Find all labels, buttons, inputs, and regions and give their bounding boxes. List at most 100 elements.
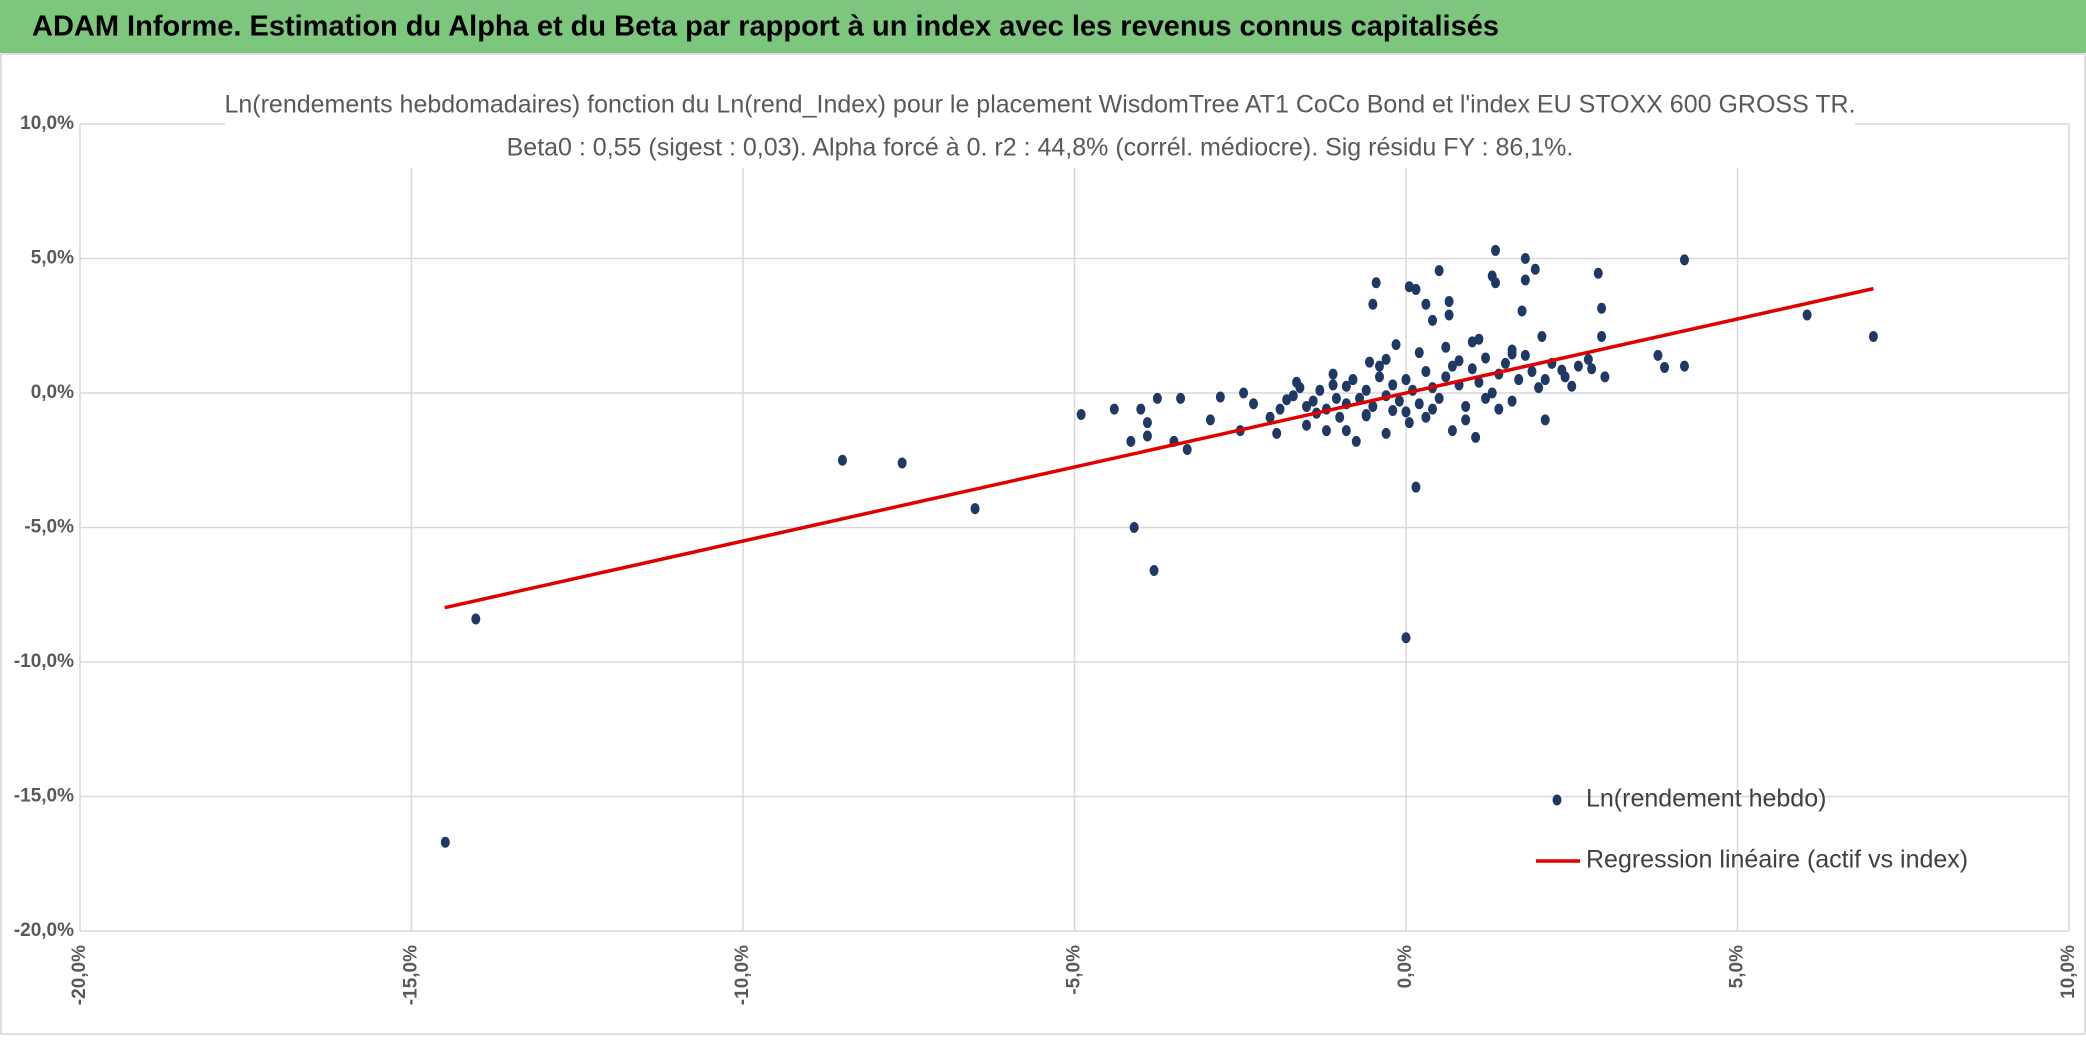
data-point xyxy=(1520,349,1530,361)
data-point xyxy=(1653,349,1663,361)
data-point xyxy=(1302,419,1312,431)
data-point xyxy=(1507,395,1517,407)
data-point xyxy=(1567,380,1577,392)
data-point xyxy=(1368,298,1378,310)
data-point xyxy=(1388,404,1398,416)
data-point xyxy=(1142,430,1152,442)
data-point xyxy=(1341,425,1351,437)
data-point xyxy=(1583,353,1593,365)
y-tick-label: 10,0% xyxy=(20,113,74,134)
data-point xyxy=(1441,341,1451,353)
data-point xyxy=(837,454,847,466)
data-point xyxy=(1381,427,1391,439)
data-point xyxy=(1401,406,1411,418)
data-point xyxy=(1434,392,1444,404)
y-tick-label: -5,0% xyxy=(24,517,74,538)
data-point xyxy=(1491,277,1501,289)
data-point xyxy=(1540,374,1550,386)
data-point xyxy=(1411,283,1421,295)
data-point xyxy=(1335,411,1345,423)
data-point xyxy=(1428,314,1438,326)
y-tick-label: 0,0% xyxy=(31,382,74,403)
data-point xyxy=(1471,431,1481,443)
header-bar xyxy=(0,0,2086,53)
y-tick-label: -10,0% xyxy=(14,651,74,672)
data-point xyxy=(1282,394,1292,406)
data-point xyxy=(1461,400,1471,412)
data-point xyxy=(1421,298,1431,310)
data-point xyxy=(1368,400,1378,412)
data-point xyxy=(1249,398,1259,410)
data-point xyxy=(1149,565,1159,577)
y-tick-label: -20,0% xyxy=(14,920,74,941)
legend-label: Regression linéaire (actif vs index) xyxy=(1586,846,1968,874)
data-point xyxy=(1421,365,1431,377)
data-point xyxy=(1295,382,1305,394)
data-point xyxy=(1447,360,1457,372)
data-point xyxy=(1428,403,1438,415)
data-point xyxy=(1514,374,1524,386)
data-point xyxy=(1447,425,1457,437)
data-point xyxy=(1205,414,1215,426)
data-point xyxy=(1394,395,1404,407)
data-point xyxy=(1302,400,1312,412)
data-point xyxy=(1481,392,1491,404)
data-point xyxy=(1351,435,1361,447)
data-point xyxy=(1600,371,1610,383)
data-point xyxy=(1142,417,1152,429)
data-point xyxy=(1388,379,1398,391)
data-point xyxy=(1361,409,1371,421)
data-point xyxy=(1679,254,1689,266)
x-tick-label: -5,0% xyxy=(1064,945,1085,995)
data-point xyxy=(1441,371,1451,383)
data-point xyxy=(1520,253,1530,264)
data-point xyxy=(1315,384,1325,396)
data-point xyxy=(1348,374,1358,386)
data-point xyxy=(1421,411,1431,423)
data-point xyxy=(1487,387,1497,399)
x-tick-label: 5,0% xyxy=(1727,945,1748,988)
data-point xyxy=(1534,382,1544,394)
data-point xyxy=(1454,355,1464,367)
data-point xyxy=(1868,331,1878,343)
data-point xyxy=(1391,339,1401,351)
legend-swatch xyxy=(1552,794,1562,806)
x-tick-label: -10,0% xyxy=(732,945,753,1005)
data-point xyxy=(1109,403,1119,415)
data-point xyxy=(1136,403,1146,415)
data-point xyxy=(1288,390,1298,402)
chart-border xyxy=(0,53,2086,1035)
data-point xyxy=(1414,347,1424,359)
data-point xyxy=(1374,371,1384,383)
data-point xyxy=(1321,425,1331,437)
data-point xyxy=(1076,409,1086,421)
data-point xyxy=(1481,352,1491,364)
data-point xyxy=(1530,263,1540,275)
data-point xyxy=(471,613,481,625)
data-point xyxy=(1587,363,1597,375)
data-point xyxy=(1401,374,1411,386)
data-point xyxy=(1361,384,1371,396)
header-title: ADAM Informe. Estimation du Alpha et du … xyxy=(32,11,1499,43)
data-point xyxy=(1494,403,1504,415)
data-point xyxy=(1444,309,1454,321)
data-point xyxy=(1152,392,1162,404)
data-point xyxy=(1182,443,1192,455)
data-point xyxy=(1341,380,1351,392)
chart-title: Ln(rendements hebdomadaires) fonction du… xyxy=(224,91,1855,119)
data-point xyxy=(1328,368,1338,380)
data-point xyxy=(1404,417,1414,429)
chart-subtitle: Beta0 : 0,55 (sigest : 0,03). Alpha forc… xyxy=(507,134,1574,162)
data-point xyxy=(1414,398,1424,410)
data-point xyxy=(1597,331,1607,343)
data-point xyxy=(1461,414,1471,426)
data-point xyxy=(1560,371,1570,383)
data-point xyxy=(440,836,450,848)
data-point xyxy=(897,457,907,469)
legend: Ln(rendement hebdo) Regression linéaire (… xyxy=(1536,785,1968,874)
data-point xyxy=(1374,360,1384,372)
data-point xyxy=(1176,392,1186,404)
data-point xyxy=(1507,344,1517,356)
